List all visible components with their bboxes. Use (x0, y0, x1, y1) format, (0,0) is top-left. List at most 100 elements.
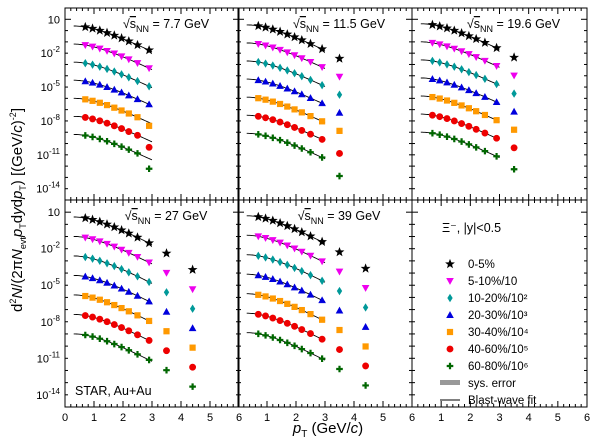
data-point-diamond (255, 251, 261, 261)
particle-label: Ξ⁻, |y|<0.5 (442, 221, 501, 235)
data-point-diamond (307, 270, 314, 280)
data-point-square (458, 102, 465, 109)
data-point-circle (163, 347, 170, 355)
data-point-circle (269, 314, 277, 322)
data-point-star (305, 38, 316, 49)
data-point-circle (103, 318, 111, 326)
data-point-cross (336, 365, 343, 373)
data-point-star (296, 34, 307, 45)
data-point-circle (189, 363, 197, 371)
data-point-triangle-down (81, 42, 90, 50)
data-point-cross (255, 131, 262, 138)
data-point-square (269, 295, 276, 302)
data-point-cross (276, 336, 284, 344)
data-point-triangle-up (283, 280, 292, 288)
data-point-cross (103, 137, 111, 145)
data-point-star (260, 213, 271, 223)
data-point-diamond (89, 60, 96, 69)
data-point-star (116, 225, 127, 235)
data-point-cross (284, 139, 291, 147)
data-point-circle (283, 319, 291, 327)
data-point-diamond (82, 59, 88, 68)
data-point-diamond (104, 259, 110, 268)
data-point-square (145, 122, 153, 129)
data-point-cross (493, 153, 500, 160)
energy-label-1: √sNN = 11.5 GeV (293, 17, 386, 34)
y-tick-label: 10 (48, 207, 60, 219)
data-point-star (463, 30, 474, 41)
data-point-triangle-up (492, 98, 501, 106)
data-point-star (317, 236, 327, 247)
data-point-triangle-down (510, 72, 518, 80)
data-point-cross (262, 132, 269, 140)
data-point-circle (134, 331, 141, 339)
data-point-triangle-up (361, 323, 370, 330)
data-point-triangle-down (117, 53, 126, 61)
data-point-triangle-up (306, 94, 315, 101)
data-point-square (336, 127, 343, 134)
data-point-triangle-down (103, 240, 111, 248)
data-point-triangle-down (261, 235, 270, 242)
data-point-cross (450, 135, 458, 143)
data-point-triangle-down (361, 285, 370, 292)
data-point-triangle-down (276, 46, 284, 54)
data-point-star (456, 28, 467, 38)
data-point-square (262, 96, 269, 103)
data-point-square (481, 111, 489, 119)
data-point-square (291, 303, 298, 310)
panel-frame-0 (64, 7, 240, 201)
data-point-triangle-down (472, 54, 480, 61)
data-point-star (144, 45, 155, 55)
data-point-diamond (277, 63, 283, 73)
data-point-circle (269, 116, 277, 124)
data-point-diamond (319, 80, 325, 90)
data-point-triangle-up (124, 91, 133, 99)
data-point-star (480, 37, 490, 47)
data-point-diamond (262, 59, 269, 68)
data-point-triangle-up (290, 87, 299, 95)
data-point-triangle-down (435, 41, 444, 49)
data-point-star (253, 211, 264, 222)
data-point-circle (89, 313, 96, 321)
data-point-triangle-down (133, 253, 142, 261)
y-tick-label: 10-2 (41, 45, 61, 60)
data-point-diamond (444, 60, 450, 69)
data-point-cross (298, 345, 306, 353)
data-point-cross (465, 141, 473, 148)
data-point-triangle-up (335, 306, 344, 314)
data-point-triangle-down (335, 268, 344, 276)
data-point-triangle-down (297, 55, 306, 63)
data-point-triangle-down (162, 269, 171, 277)
y-axis-title: d2N/(2πNevtpTdydpT) [(GeV/c)-2] (8, 108, 28, 312)
y-tick-label: 10-11 (37, 350, 61, 365)
data-point-triangle-down (318, 258, 326, 266)
y-tick-label: 10-14 (36, 181, 60, 196)
data-point-circle (89, 115, 96, 123)
data-point-square (307, 112, 314, 120)
data-point-triangle-up (443, 78, 451, 86)
data-point-triangle-up (510, 107, 518, 115)
legend-marker-circle (446, 345, 454, 353)
x-tick-label: 3 (496, 412, 502, 424)
data-point-square (510, 126, 518, 133)
data-point-triangle-up (117, 284, 126, 292)
data-point-star (253, 20, 264, 31)
data-point-triangle-up (145, 297, 153, 305)
legend-band (440, 380, 460, 385)
data-point-triangle-up (254, 76, 263, 84)
experiment-label: STAR, Au+Au (75, 384, 152, 398)
x-tick-label: 5 (380, 412, 386, 424)
data-point-triangle-up (335, 108, 344, 116)
data-point-star (275, 26, 285, 36)
data-point-diamond (291, 69, 298, 78)
data-point-square (189, 344, 196, 351)
data-point-triangle-down (306, 58, 315, 66)
data-point-cross (458, 138, 465, 145)
data-point-triangle-up (261, 273, 270, 280)
data-point-cross (436, 131, 444, 138)
data-point-triangle-down (110, 50, 119, 58)
data-point-star (509, 52, 520, 62)
data-point-circle (481, 129, 489, 137)
data-point-triangle-up (318, 99, 326, 107)
data-point-circle (443, 115, 451, 123)
